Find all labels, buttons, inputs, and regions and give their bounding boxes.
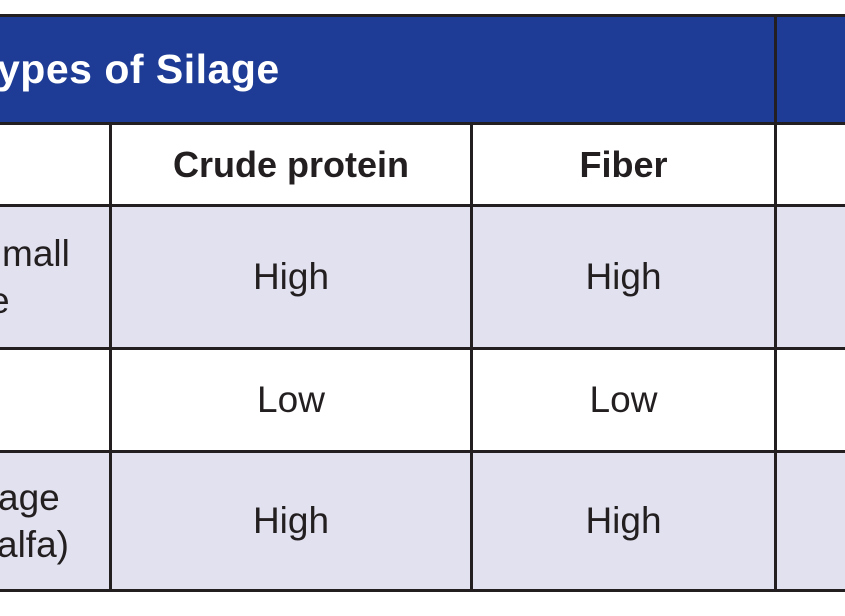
table-row-2-type-cell	[0, 350, 109, 450]
row-1-type-line-2: e	[0, 277, 10, 324]
table-row-1-cropped-cell	[777, 207, 845, 347]
header-cell-fiber: Fiber	[473, 125, 774, 204]
header-label-fiber: Fiber	[579, 143, 668, 185]
row-3-type-line-1: age	[0, 477, 60, 518]
table-row-3-fiber-cell: High	[473, 453, 774, 589]
table-row-1-type-cell: mall e	[0, 207, 109, 347]
row-2-crude-protein-value: Low	[257, 379, 325, 420]
table-title: ypes of Silage	[0, 46, 280, 92]
silage-table: ypes of Silage Crude protein Fiber mall …	[0, 14, 845, 592]
row-1-type-line-1: mall	[2, 233, 70, 274]
row-2-fiber-value: Low	[589, 379, 658, 420]
table-row-2-crude-protein-cell: Low	[112, 350, 470, 450]
table-title-band: ypes of Silage	[0, 17, 774, 122]
table-title-band-cropped-column	[777, 17, 845, 122]
table-row-3-type-cell: age alfa)	[0, 453, 109, 589]
table-row-1-crude-protein-cell: High	[112, 207, 470, 347]
table-row-1-fiber-cell: High	[473, 207, 774, 347]
table-row-2-fiber-cell: Low	[473, 350, 774, 450]
table-row-3-cropped-cell	[777, 453, 845, 589]
row-3-crude-protein-value: High	[252, 500, 330, 541]
row-3-type-line-2: alfa)	[0, 524, 69, 565]
header-cell-type	[0, 125, 109, 204]
table-row-2-cropped-cell	[777, 350, 845, 450]
header-label-crude-protein: Crude protein	[172, 143, 409, 185]
row-1-fiber-value: High	[585, 256, 662, 297]
row-1-crude-protein-value: High	[252, 256, 330, 297]
header-cell-crude-protein: Crude protein	[112, 125, 470, 204]
row-3-fiber-value: High	[585, 500, 662, 541]
table-row-3-crude-protein-cell: High	[112, 453, 470, 589]
header-cell-cropped	[777, 125, 845, 204]
